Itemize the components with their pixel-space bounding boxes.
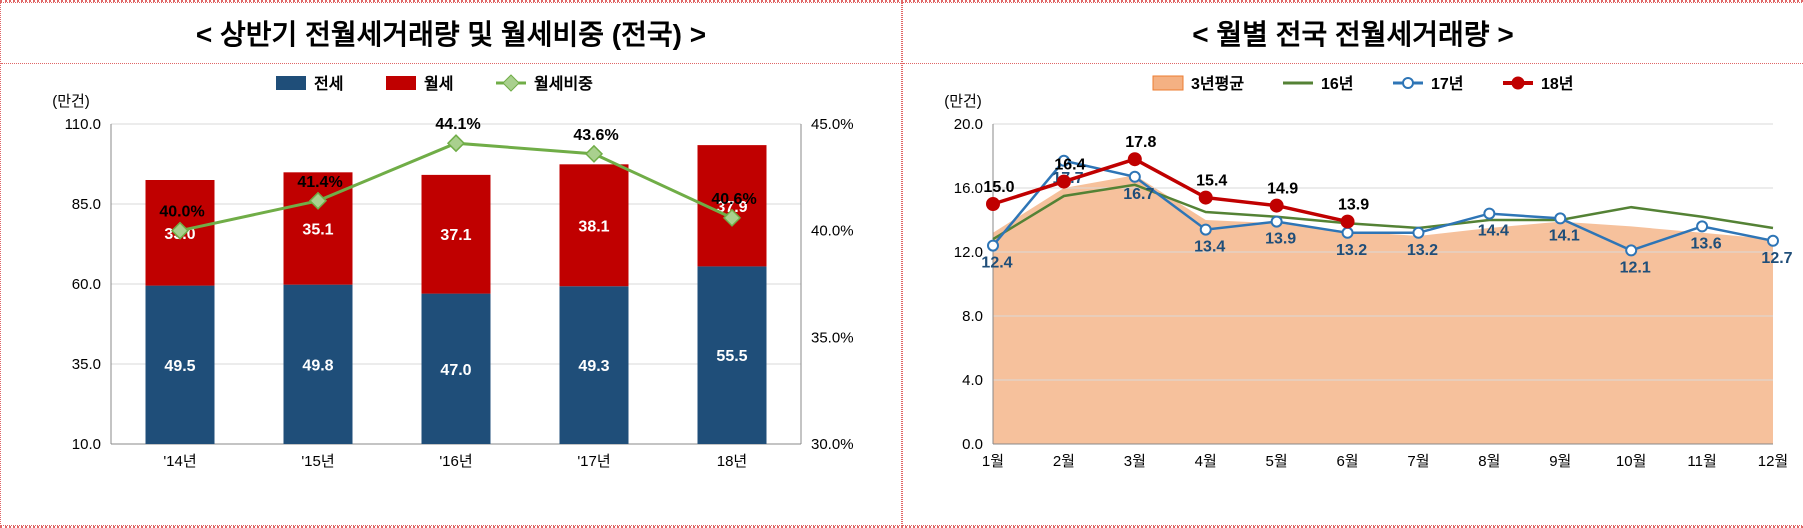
svg-text:10월: 10월	[1616, 453, 1647, 470]
svg-text:38.1: 38.1	[578, 218, 609, 235]
svg-text:9월: 9월	[1549, 453, 1571, 470]
svg-text:85.0: 85.0	[72, 196, 101, 213]
svg-text:37.1: 37.1	[440, 227, 471, 244]
svg-text:4월: 4월	[1195, 453, 1217, 470]
right-chart: 0.04.08.012.016.020.012.417.716.713.413.…	[903, 64, 1803, 494]
svg-text:월세비중: 월세비중	[534, 75, 593, 93]
svg-text:2월: 2월	[1053, 453, 1075, 470]
svg-text:12.7: 12.7	[1761, 250, 1792, 267]
left-title: < 상반기 전월세거래량 및 월세비중 (전국) >	[1, 3, 901, 64]
svg-text:0.0: 0.0	[962, 436, 983, 453]
svg-text:8월: 8월	[1478, 453, 1500, 470]
right-panel: < 월별 전국 전월세거래량 > 0.0 4.0 8.0 12.0 16.0 20.0 12…	[902, 2, 1803, 526]
svg-text:13.9: 13.9	[1265, 231, 1296, 248]
svg-text:'14년: '14년	[163, 453, 196, 470]
svg-text:'15년: '15년	[301, 453, 334, 470]
svg-text:월세: 월세	[424, 75, 453, 93]
svg-text:(만건): (만건)	[944, 93, 982, 110]
svg-text:6월: 6월	[1336, 453, 1358, 470]
svg-text:40.0%: 40.0%	[811, 223, 854, 240]
svg-text:110.0: 110.0	[65, 116, 101, 133]
svg-text:'16년: '16년	[439, 453, 472, 470]
container: < 상반기 전월세거래량 및 월세비중 (전국) > 10.0 35.0 60.0 8…	[0, 0, 1803, 528]
svg-text:49.8: 49.8	[302, 357, 333, 374]
svg-text:13.4: 13.4	[1194, 239, 1225, 256]
svg-text:1월: 1월	[982, 453, 1004, 470]
svg-text:13.6: 13.6	[1691, 235, 1722, 252]
svg-text:13.9: 13.9	[1338, 197, 1369, 214]
svg-text:16.4: 16.4	[1054, 157, 1085, 174]
svg-text:45.0%: 45.0%	[811, 116, 854, 133]
svg-text:44.1%: 44.1%	[435, 116, 480, 133]
svg-text:30.0%: 30.0%	[811, 436, 854, 453]
svg-text:17년: 17년	[1431, 74, 1464, 93]
svg-text:12월: 12월	[1758, 453, 1789, 470]
svg-text:49.5: 49.5	[164, 358, 195, 375]
svg-text:49.3: 49.3	[578, 358, 609, 375]
svg-text:13.2: 13.2	[1407, 242, 1438, 259]
svg-text:16년: 16년	[1321, 74, 1354, 93]
right-title: < 월별 전국 전월세거래량 >	[903, 3, 1803, 64]
svg-text:10.0: 10.0	[72, 436, 101, 453]
svg-text:41.4%: 41.4%	[297, 174, 342, 191]
svg-text:3년평균: 3년평균	[1191, 74, 1244, 93]
svg-text:5월: 5월	[1266, 453, 1288, 470]
svg-text:전세: 전세	[314, 75, 343, 93]
svg-text:12.0: 12.0	[954, 244, 983, 261]
svg-text:18년: 18년	[1541, 74, 1574, 93]
svg-text:40.0%: 40.0%	[159, 204, 204, 221]
svg-text:35.1: 35.1	[302, 221, 333, 238]
svg-text:3월: 3월	[1124, 453, 1146, 470]
svg-text:14.9: 14.9	[1267, 181, 1298, 198]
left-panel: < 상반기 전월세거래량 및 월세비중 (전국) > 10.0 35.0 60.0 8…	[0, 2, 902, 526]
svg-text:'17년: '17년	[577, 453, 610, 470]
svg-text:35.0%: 35.0%	[811, 329, 854, 346]
svg-text:13.2: 13.2	[1336, 242, 1367, 259]
svg-text:40.6%: 40.6%	[711, 191, 756, 208]
svg-text:12.1: 12.1	[1620, 259, 1651, 276]
svg-text:35.0: 35.0	[72, 356, 101, 373]
svg-text:14.1: 14.1	[1549, 227, 1580, 244]
svg-text:8.0: 8.0	[962, 308, 983, 325]
svg-text:47.0: 47.0	[440, 362, 471, 379]
svg-text:(만건): (만건)	[52, 93, 90, 110]
svg-text:7월: 7월	[1407, 453, 1429, 470]
svg-text:20.0: 20.0	[954, 116, 983, 133]
svg-text:60.0: 60.0	[72, 276, 101, 293]
svg-text:4.0: 4.0	[962, 372, 983, 389]
svg-text:16.0: 16.0	[954, 180, 983, 197]
svg-text:17.8: 17.8	[1125, 134, 1156, 151]
svg-text:16.7: 16.7	[1123, 186, 1154, 203]
svg-text:15.0: 15.0	[983, 179, 1014, 196]
svg-text:14.4: 14.4	[1478, 223, 1509, 240]
svg-text:15.4: 15.4	[1196, 173, 1227, 190]
svg-text:11월: 11월	[1687, 453, 1716, 470]
svg-text:12.4: 12.4	[981, 255, 1012, 272]
svg-text:18년: 18년	[717, 453, 748, 470]
svg-text:55.5: 55.5	[716, 348, 747, 365]
svg-text:43.6%: 43.6%	[573, 127, 618, 144]
left-chart: 10.0 35.0 60.0 85.0 110.0 30.0% 35.0% 40.0% 45.0…	[1, 64, 901, 494]
